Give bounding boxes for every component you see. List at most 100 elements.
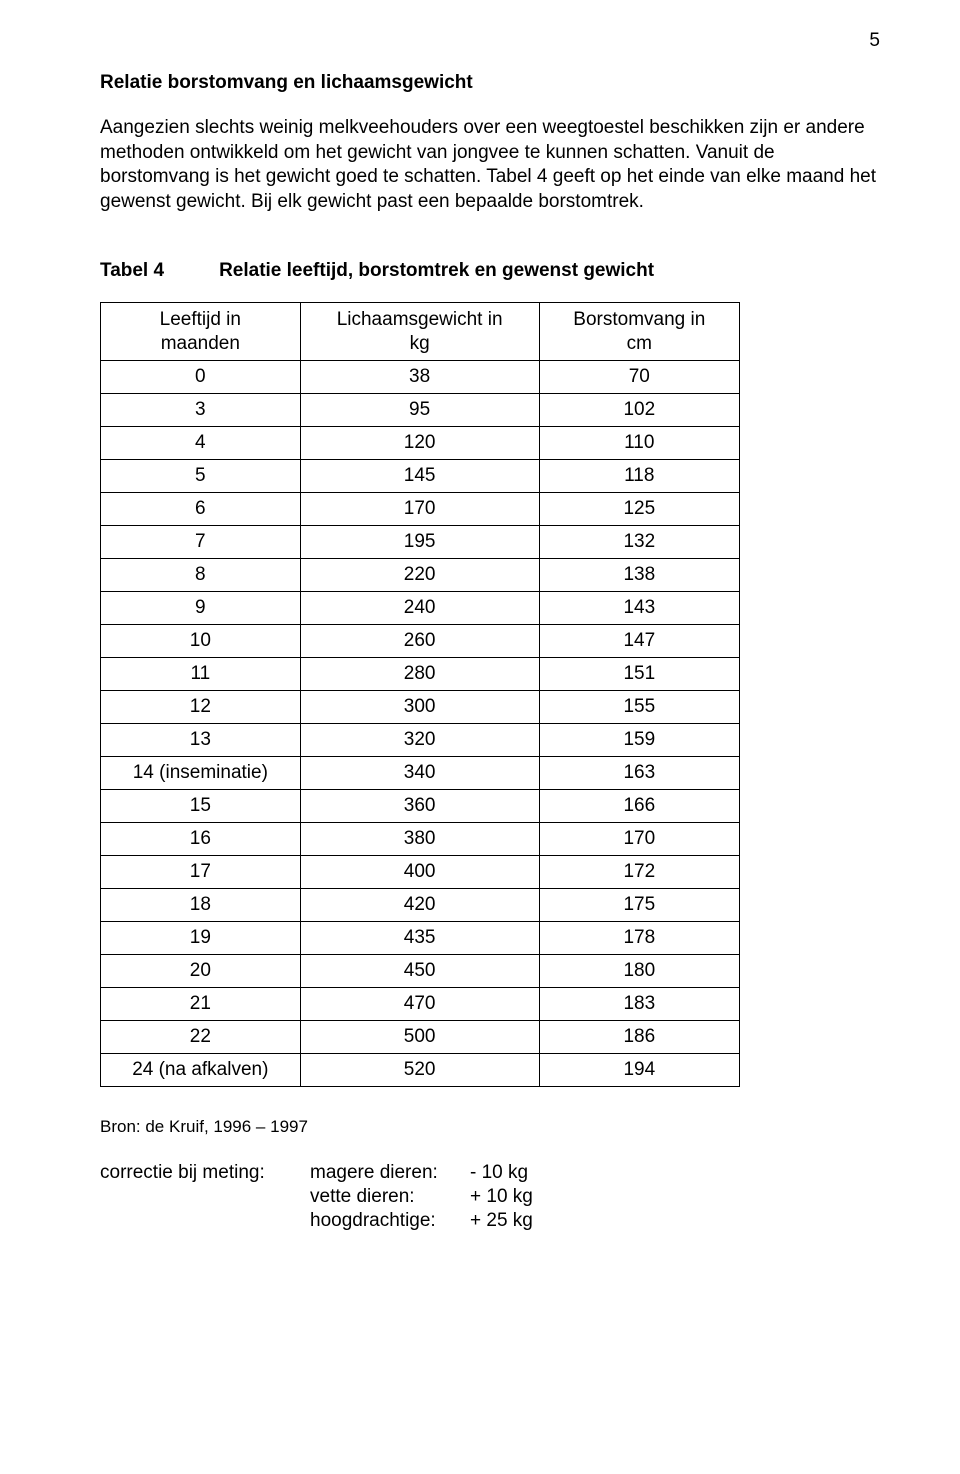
table-row: 24 (na afkalven)520194 — [101, 1054, 740, 1087]
cell-circumference: 163 — [539, 757, 739, 790]
correction-spacer — [100, 1210, 310, 1232]
table-row: 21470183 — [101, 988, 740, 1021]
col-header-circ-line2: cm — [627, 332, 652, 356]
cell-age: 17 — [101, 856, 301, 889]
table-caption: Relatie leeftijd, borstomtrek en gewenst… — [219, 260, 654, 282]
correction-item-name: hoogdrachtige: — [310, 1210, 470, 1232]
table-row: 18420175 — [101, 889, 740, 922]
table-row: 6170125 — [101, 493, 740, 526]
cell-age: 15 — [101, 790, 301, 823]
cell-age: 3 — [101, 394, 301, 427]
cell-weight: 260 — [300, 625, 539, 658]
table-row: 22500186 — [101, 1021, 740, 1054]
table-title-line: Tabel 4 Relatie leeftijd, borstomtrek en… — [100, 260, 880, 282]
cell-circumference: 166 — [539, 790, 739, 823]
table-row: 8220138 — [101, 559, 740, 592]
cell-weight: 280 — [300, 658, 539, 691]
correction-block: correctie bij meting: magere dieren: - 1… — [100, 1162, 880, 1232]
col-header-circ: Borstomvang in cm — [539, 302, 739, 361]
cell-circumference: 132 — [539, 526, 739, 559]
cell-age: 13 — [101, 724, 301, 757]
cell-circumference: 159 — [539, 724, 739, 757]
cell-weight: 450 — [300, 955, 539, 988]
correction-item-value: + 25 kg — [470, 1210, 550, 1232]
cell-circumference: 143 — [539, 592, 739, 625]
cell-age: 21 — [101, 988, 301, 1021]
cell-weight: 220 — [300, 559, 539, 592]
table-row: 10260147 — [101, 625, 740, 658]
cell-age: 6 — [101, 493, 301, 526]
cell-age: 16 — [101, 823, 301, 856]
table-row: 395102 — [101, 394, 740, 427]
source-line: Bron: de Kruif, 1996 – 1997 — [100, 1117, 880, 1137]
cell-weight: 170 — [300, 493, 539, 526]
cell-weight: 95 — [300, 394, 539, 427]
cell-circumference: 70 — [539, 361, 739, 394]
cell-circumference: 175 — [539, 889, 739, 922]
table-header-row: Leeftijd in maanden Lichaamsgewicht in k… — [101, 302, 740, 361]
cell-age: 19 — [101, 922, 301, 955]
intro-paragraph: Aangezien slechts weinig melkveehouders … — [100, 116, 880, 215]
table-row: 12300155 — [101, 691, 740, 724]
cell-weight: 38 — [300, 361, 539, 394]
correction-item-value: + 10 kg — [470, 1186, 550, 1208]
correction-label: correctie bij meting: — [100, 1162, 310, 1184]
cell-weight: 320 — [300, 724, 539, 757]
cell-circumference: 102 — [539, 394, 739, 427]
cell-age: 0 — [101, 361, 301, 394]
cell-weight: 420 — [300, 889, 539, 922]
table-row: 7195132 — [101, 526, 740, 559]
cell-weight: 470 — [300, 988, 539, 1021]
col-header-weight-line2: kg — [410, 332, 430, 356]
table-row: 11280151 — [101, 658, 740, 691]
col-header-age: Leeftijd in maanden — [101, 302, 301, 361]
correction-item-value: - 10 kg — [470, 1162, 550, 1184]
cell-weight: 145 — [300, 460, 539, 493]
table-row: 4120110 — [101, 427, 740, 460]
cell-weight: 400 — [300, 856, 539, 889]
table-row: 9240143 — [101, 592, 740, 625]
col-header-age-line2: maanden — [161, 332, 240, 356]
cell-weight: 435 — [300, 922, 539, 955]
cell-circumference: 178 — [539, 922, 739, 955]
table-row: 16380170 — [101, 823, 740, 856]
correction-spacer — [100, 1186, 310, 1208]
cell-circumference: 110 — [539, 427, 739, 460]
col-header-circ-line1: Borstomvang in — [573, 308, 705, 332]
table-row: 13320159 — [101, 724, 740, 757]
cell-circumference: 147 — [539, 625, 739, 658]
cell-circumference: 118 — [539, 460, 739, 493]
cell-weight: 380 — [300, 823, 539, 856]
col-header-weight-line1: Lichaamsgewicht in — [337, 308, 503, 332]
correction-item-name: magere dieren: — [310, 1162, 470, 1184]
cell-circumference: 170 — [539, 823, 739, 856]
table-row: 15360166 — [101, 790, 740, 823]
cell-weight: 300 — [300, 691, 539, 724]
cell-circumference: 186 — [539, 1021, 739, 1054]
data-table: Leeftijd in maanden Lichaamsgewicht in k… — [100, 302, 740, 1088]
cell-age: 20 — [101, 955, 301, 988]
cell-circumference: 151 — [539, 658, 739, 691]
cell-weight: 240 — [300, 592, 539, 625]
cell-age: 18 — [101, 889, 301, 922]
page-number: 5 — [100, 30, 880, 52]
col-header-weight: Lichaamsgewicht in kg — [300, 302, 539, 361]
table-row: 5145118 — [101, 460, 740, 493]
cell-age: 12 — [101, 691, 301, 724]
cell-circumference: 183 — [539, 988, 739, 1021]
cell-age: 7 — [101, 526, 301, 559]
table-row: 03870 — [101, 361, 740, 394]
cell-weight: 520 — [300, 1054, 539, 1087]
correction-item-name: vette dieren: — [310, 1186, 470, 1208]
table-label: Tabel 4 — [100, 260, 164, 282]
cell-age: 4 — [101, 427, 301, 460]
cell-circumference: 125 — [539, 493, 739, 526]
cell-circumference: 172 — [539, 856, 739, 889]
cell-circumference: 194 — [539, 1054, 739, 1087]
col-header-age-line1: Leeftijd in — [160, 308, 241, 332]
cell-age: 5 — [101, 460, 301, 493]
cell-circumference: 138 — [539, 559, 739, 592]
cell-weight: 500 — [300, 1021, 539, 1054]
cell-circumference: 155 — [539, 691, 739, 724]
cell-age: 9 — [101, 592, 301, 625]
